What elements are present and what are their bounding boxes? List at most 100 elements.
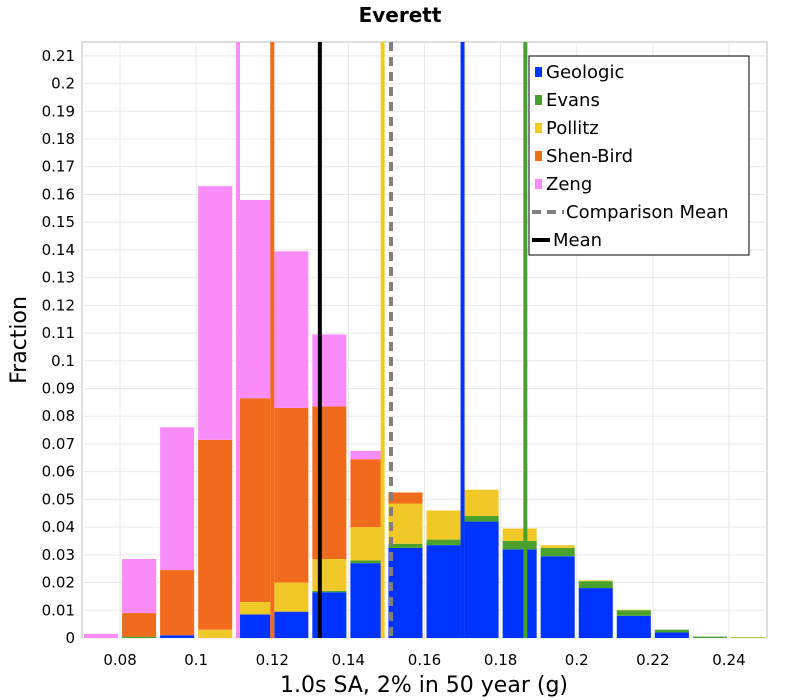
bar-zeng xyxy=(84,633,119,638)
bar-evans xyxy=(730,637,765,638)
x-axis-ticks: 0.08 0.1 0.12 0.14 0.16 0.18 0.2 0.22 0.24 xyxy=(103,651,745,669)
y-tick-label: 0.04 xyxy=(42,518,75,536)
bar-geologic xyxy=(616,615,651,638)
y-tick-label: 0.19 xyxy=(42,102,75,120)
bar-evans xyxy=(692,636,727,638)
bar-pollitz xyxy=(198,629,233,638)
bar-zeng xyxy=(312,334,347,407)
x-tick-label: 0.2 xyxy=(565,651,589,669)
y-tick-label: 0.1 xyxy=(51,352,75,370)
legend-swatch-zeng xyxy=(535,179,542,189)
y-tick-label: 0.11 xyxy=(42,324,75,342)
bar-shen-bird xyxy=(312,406,347,559)
bar-pollitz xyxy=(388,503,423,544)
bar-pollitz xyxy=(350,527,385,561)
bar-geologic xyxy=(426,545,461,638)
y-tick-label: 0.06 xyxy=(42,463,75,481)
y-tick-label: 0 xyxy=(65,629,75,647)
legend-label-shen-bird: Shen-Bird xyxy=(546,146,633,167)
legend-label-mean: Mean xyxy=(553,230,602,251)
bar-geologic xyxy=(540,556,575,638)
x-tick-label: 0.1 xyxy=(184,651,208,669)
legend: Geologic Evans Pollitz Shen-Bird Zeng Compari… xyxy=(528,55,750,256)
y-tick-label: 0.15 xyxy=(42,213,75,231)
y-tick-label: 0.13 xyxy=(42,269,75,287)
y-tick-label: 0.01 xyxy=(42,601,75,619)
legend-label-evans: Evans xyxy=(546,90,600,111)
x-tick-label: 0.12 xyxy=(256,651,289,669)
legend-label-pollitz: Pollitz xyxy=(546,118,599,139)
bar-geologic xyxy=(160,635,195,638)
bar-geologic xyxy=(502,549,537,638)
y-tick-label: 0.07 xyxy=(42,435,75,453)
bar-pollitz xyxy=(274,582,309,612)
y-tick-label: 0.03 xyxy=(42,546,75,564)
mean-lines xyxy=(236,42,528,638)
bar-geologic xyxy=(388,547,423,638)
legend-swatch-shen-bird xyxy=(535,151,542,161)
bar-geologic xyxy=(578,588,613,638)
bar-evans xyxy=(122,636,157,638)
x-tick-label: 0.18 xyxy=(484,651,517,669)
bar-evans xyxy=(312,590,347,593)
bar-evans xyxy=(616,610,651,616)
bar-evans xyxy=(464,516,499,522)
bar-evans xyxy=(540,547,575,557)
bar-shen-bird xyxy=(160,570,195,636)
x-tick-label: 0.24 xyxy=(712,651,745,669)
bar-zeng xyxy=(198,186,233,440)
bar-shen-bird xyxy=(274,407,309,583)
bar-evans xyxy=(502,540,537,550)
y-tick-label: 0.16 xyxy=(42,185,75,203)
bar-geologic xyxy=(350,563,385,638)
bar-pollitz xyxy=(578,580,613,582)
legend-swatch-pollitz xyxy=(535,123,542,133)
y-tick-label: 0.09 xyxy=(42,380,75,398)
bar-evans xyxy=(578,581,613,589)
bar-geologic xyxy=(654,632,689,638)
bar-pollitz xyxy=(464,489,499,517)
y-tick-label: 0.18 xyxy=(42,130,75,148)
bar-shen-bird xyxy=(122,613,157,637)
bar-geologic xyxy=(312,592,347,638)
bar-zeng xyxy=(274,251,309,408)
y-tick-label: 0.21 xyxy=(42,47,75,65)
y-tick-label: 0.14 xyxy=(42,241,75,259)
bar-shen-bird xyxy=(198,439,233,630)
bar-pollitz xyxy=(502,528,537,541)
y-tick-label: 0.08 xyxy=(42,407,75,425)
legend-swatch-evans xyxy=(535,95,542,105)
bar-shen-bird xyxy=(388,492,423,504)
x-tick-label: 0.08 xyxy=(103,651,136,669)
y-tick-label: 0.02 xyxy=(42,574,75,592)
bar-evans xyxy=(388,543,423,548)
legend-label-zeng: Zeng xyxy=(546,174,592,195)
bar-shen-bird xyxy=(236,398,271,602)
x-axis-title: 1.0s SA, 2% in 50 year (g) xyxy=(280,673,568,698)
legend-label-geologic: Geologic xyxy=(546,62,624,83)
bar-geologic xyxy=(236,614,271,638)
bar-pollitz xyxy=(616,609,651,611)
chart-title: Everett xyxy=(359,3,442,27)
bar-pollitz xyxy=(730,637,765,638)
y-axis-title: Fraction xyxy=(7,296,32,384)
bar-evans xyxy=(654,629,689,633)
legend-label-comparison-mean: Comparison Mean xyxy=(566,202,729,223)
bar-pollitz xyxy=(312,558,347,591)
bar-pollitz xyxy=(426,510,461,540)
bar-zeng xyxy=(350,450,385,460)
bar-zeng xyxy=(160,427,195,571)
bar-shen-bird xyxy=(350,459,385,528)
bar-geologic xyxy=(274,611,309,638)
legend-box xyxy=(528,55,750,256)
bar-evans xyxy=(426,539,461,546)
x-tick-label: 0.16 xyxy=(408,651,441,669)
x-tick-label: 0.14 xyxy=(332,651,365,669)
bar-evans xyxy=(350,560,385,564)
x-tick-label: 0.22 xyxy=(636,651,669,669)
legend-swatch-geologic xyxy=(535,67,542,77)
y-tick-label: 0.12 xyxy=(42,296,75,314)
bar-geologic xyxy=(464,521,499,638)
bar-zeng xyxy=(236,200,271,399)
